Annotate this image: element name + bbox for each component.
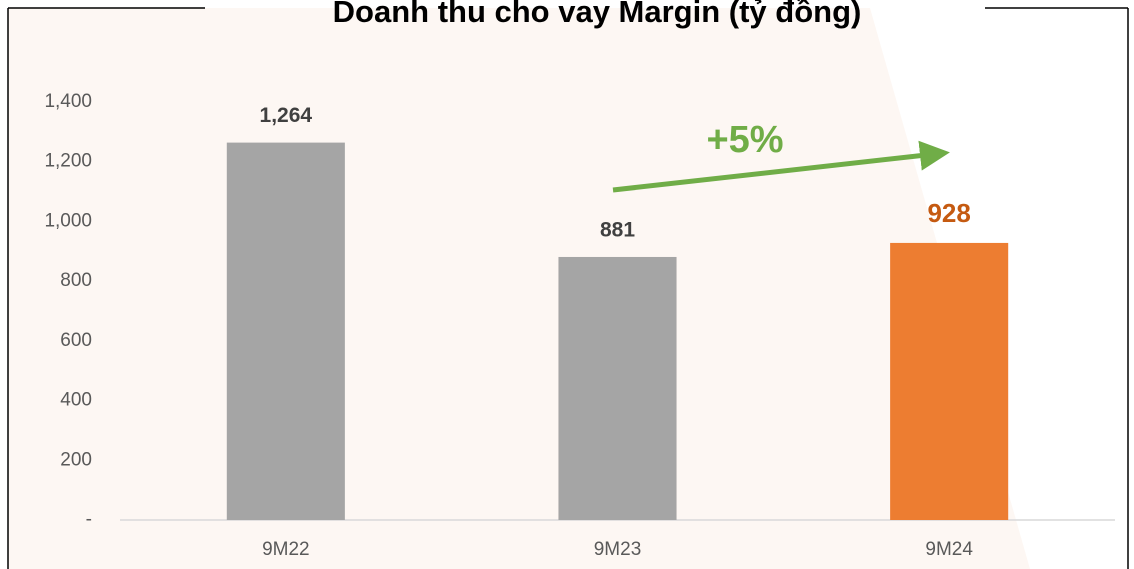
bar — [558, 256, 677, 520]
y-tick-label: 600 — [60, 330, 92, 351]
bar — [226, 142, 345, 520]
data-label: 928 — [927, 198, 970, 228]
x-tick-label: 9M24 — [925, 539, 973, 560]
trend-arrow — [612, 140, 950, 193]
x-tick-label: 9M23 — [594, 539, 642, 560]
y-tick-label: 1,400 — [44, 91, 92, 112]
background — [8, 8, 1030, 569]
y-tick-label: 200 — [60, 449, 92, 470]
data-label: 881 — [600, 219, 635, 242]
y-tick-label: 1,200 — [44, 151, 92, 172]
x-tick-label: 9M22 — [262, 539, 310, 560]
y-tick-label: 1,000 — [44, 210, 92, 231]
annotation: +5% — [706, 119, 783, 161]
y-tick-label: 800 — [60, 270, 92, 291]
data-label: 1,264 — [260, 104, 313, 127]
y-tick-label: - — [86, 509, 92, 530]
bar — [890, 242, 1009, 520]
chart-title: Doanh thu cho vay Margin (tỷ đồng) — [333, 0, 862, 29]
y-tick-label: 400 — [60, 390, 92, 411]
